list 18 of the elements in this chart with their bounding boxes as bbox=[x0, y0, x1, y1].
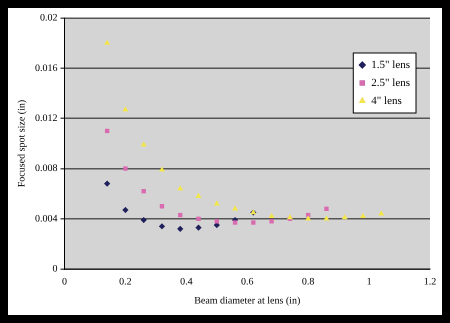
x-tick-label: 0.4 bbox=[180, 276, 193, 288]
y-tick-label: 0.008 bbox=[35, 163, 58, 174]
y-axis-title: Focused spot size (in) bbox=[16, 100, 28, 188]
x-tick-label: 1 bbox=[366, 276, 372, 288]
x-tick-label: 0 bbox=[62, 276, 67, 288]
y-tick-label: 0.016 bbox=[35, 62, 58, 74]
x-tick-label: 0.8 bbox=[302, 276, 314, 288]
legend-label: 2.5" lens bbox=[371, 76, 410, 89]
legend-label: 1.5" lens bbox=[371, 58, 410, 71]
x-tick-label: 1.2 bbox=[424, 276, 436, 288]
legend-label: 4" lens bbox=[371, 94, 402, 107]
x-axis-title: Beam diameter at lens (in) bbox=[194, 296, 300, 307]
y-tick-label: 0.02 bbox=[40, 12, 58, 24]
y-tick-label: 0 bbox=[52, 264, 58, 275]
y-tick-label: 0.012 bbox=[35, 113, 58, 124]
y-tick-label: 0.004 bbox=[35, 213, 58, 224]
x-tick-label: 0.2 bbox=[119, 276, 132, 288]
x-tick-label: 0.6 bbox=[241, 276, 254, 288]
